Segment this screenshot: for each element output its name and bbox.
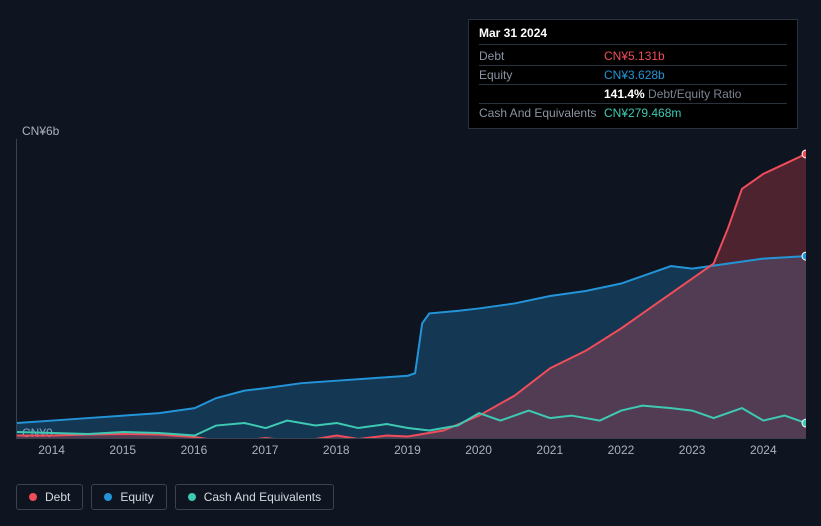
tooltip-cash-label: Cash And Equivalents <box>479 106 604 120</box>
x-tick-2023: 2023 <box>679 443 706 457</box>
chart-plot[interactable] <box>16 139 806 439</box>
legend-dot-equity <box>104 493 112 501</box>
legend-label-cash: Cash And Equivalents <box>204 490 321 504</box>
tooltip-debt-value: CN¥5.131b <box>604 49 787 63</box>
x-tick-2019: 2019 <box>394 443 421 457</box>
chart-container: CN¥6b CN¥0 20142015201620172018201920202… <box>16 125 806 465</box>
tooltip-row-ratio: 141.4% Debt/Equity Ratio <box>479 85 787 104</box>
tooltip-date: Mar 31 2024 <box>479 26 787 45</box>
x-tick-2017: 2017 <box>252 443 279 457</box>
tooltip-equity-label: Equity <box>479 68 604 82</box>
x-tick-2016: 2016 <box>181 443 208 457</box>
x-axis-ticks: 2014 2015 2016 2017 2018 2019 2020 2021 2022 2023… <box>16 443 806 463</box>
legend-label-debt: Debt <box>45 490 70 504</box>
tooltip-ratio-percent: 141.4% <box>604 87 645 101</box>
legend-item-cash[interactable]: Cash And Equivalents <box>175 484 334 510</box>
tooltip-equity-value: CN¥3.628b <box>604 68 787 82</box>
tooltip-debt-label: Debt <box>479 49 604 63</box>
legend-dot-debt <box>29 493 37 501</box>
x-tick-2022: 2022 <box>608 443 635 457</box>
y-axis-max-label: CN¥6b <box>22 124 59 138</box>
legend-item-debt[interactable]: Debt <box>16 484 83 510</box>
x-tick-2018: 2018 <box>323 443 350 457</box>
tooltip-row-cash: Cash And Equivalents CN¥279.468m <box>479 104 787 122</box>
end-marker-cash <box>802 419 806 427</box>
legend-item-equity[interactable]: Equity <box>91 484 166 510</box>
tooltip-cash-value: CN¥279.468m <box>604 106 787 120</box>
legend-dot-cash <box>188 493 196 501</box>
end-marker-equity <box>802 252 806 260</box>
legend-label-equity: Equity <box>120 490 153 504</box>
tooltip-ratio-value: 141.4% Debt/Equity Ratio <box>604 87 787 101</box>
x-tick-2024: 2024 <box>750 443 777 457</box>
tooltip-ratio-label-spacer <box>479 87 604 101</box>
x-tick-2014: 2014 <box>38 443 65 457</box>
chart-legend: Debt Equity Cash And Equivalents <box>16 484 334 510</box>
x-tick-2021: 2021 <box>536 443 563 457</box>
x-tick-2020: 2020 <box>465 443 492 457</box>
tooltip-row-equity: Equity CN¥3.628b <box>479 66 787 85</box>
tooltip-ratio-text: Debt/Equity Ratio <box>648 87 741 101</box>
x-tick-2015: 2015 <box>109 443 136 457</box>
chart-tooltip: Mar 31 2024 Debt CN¥5.131b Equity CN¥3.6… <box>468 19 798 129</box>
tooltip-row-debt: Debt CN¥5.131b <box>479 47 787 66</box>
end-marker-debt <box>802 150 806 158</box>
